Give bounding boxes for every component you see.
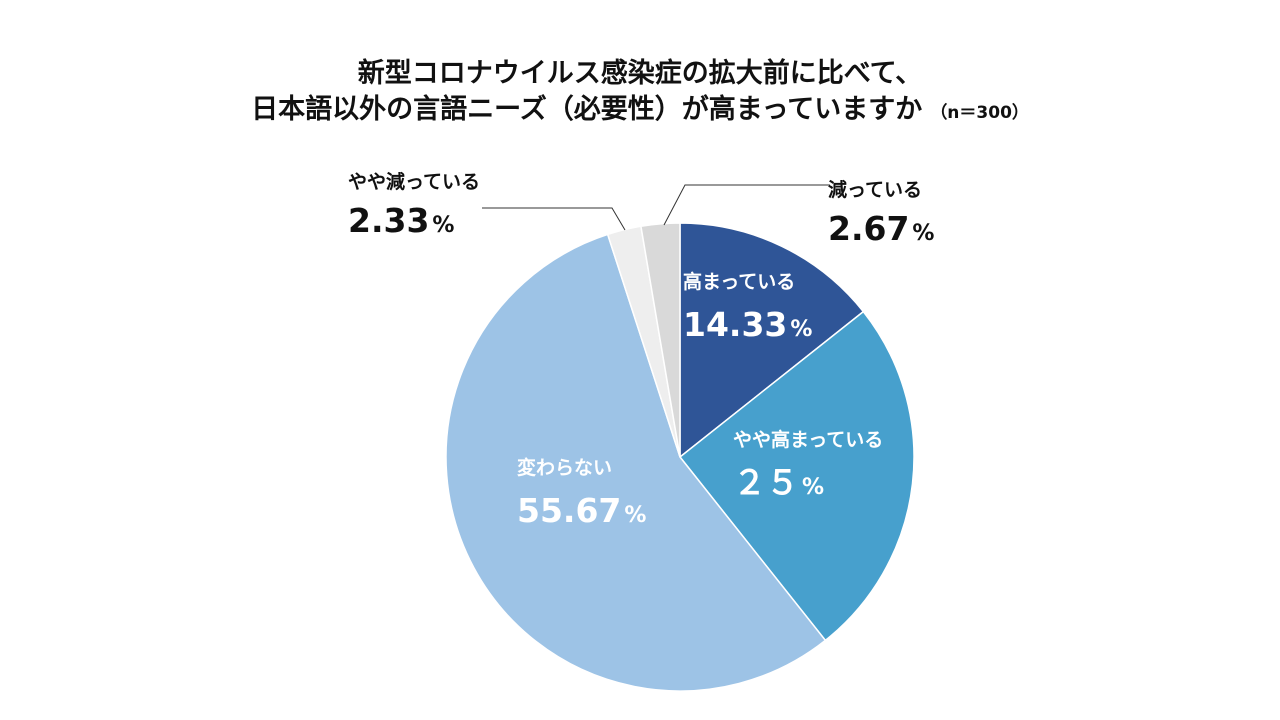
slice-value-yaya-hetteiru: 2.33% — [348, 201, 454, 240]
slice-label-hetteiru: 減っている — [828, 178, 922, 201]
slice-value-takamatteiru: 14.33% — [683, 305, 812, 344]
slice-label-yaya-takamatteiru: やや高まっている — [733, 428, 883, 451]
leader-line-yaya-hetteiru — [482, 207, 626, 231]
chart-title: 新型コロナウイルス感染症の拡大前に比べて、 日本語以外の言語ニーズ（必要性）が高… — [0, 56, 1280, 131]
pie-slice-kawaranai — [445, 233, 827, 692]
chart-title-line1: 新型コロナウイルス感染症の拡大前に比べて、 — [357, 58, 923, 89]
slice-label-yaya-hetteiru: やや減っている — [348, 170, 480, 193]
chart-title-line2-text: 日本語以外の言語ニーズ（必要性）が高まっていますか — [251, 94, 923, 125]
chart-title-line2: 日本語以外の言語ニーズ（必要性）が高まっていますか （n＝300） — [0, 92, 1280, 131]
pie-slice-hetteiru — [640, 222, 681, 458]
pie-slice-takamatteiru — [679, 222, 865, 459]
slice-label-kawaranai: 変わらない — [517, 456, 612, 479]
sample-size-note: （n＝300） — [930, 103, 1029, 123]
slice-value-hetteiru: 2.67% — [828, 209, 934, 248]
slice-label-takamatteiru: 高まっている — [683, 270, 795, 293]
leader-line-hetteiru — [663, 184, 830, 226]
pie-slice-yaya-takamatteiru — [678, 310, 915, 642]
slice-value-kawaranai: 55.67% — [517, 491, 646, 530]
slice-value-yaya-takamatteiru: ２５% — [733, 463, 824, 502]
